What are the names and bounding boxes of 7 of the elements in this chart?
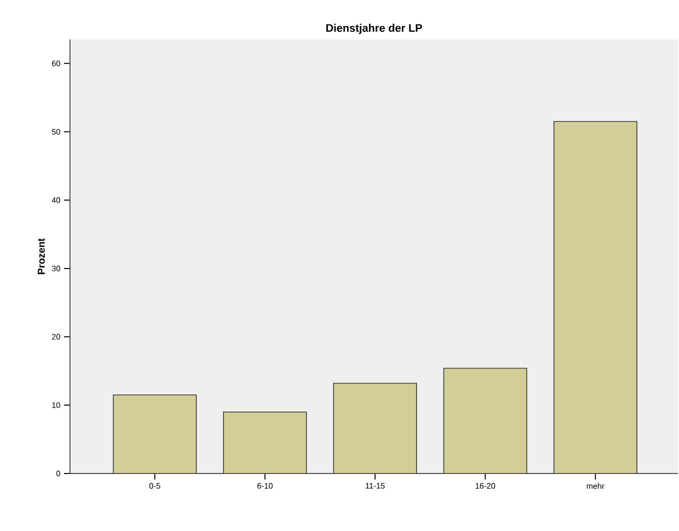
bar	[443, 368, 528, 474]
bar	[223, 412, 307, 474]
y-axis-title: Prozent	[38, 238, 45, 274]
bar	[333, 382, 418, 474]
bar	[553, 121, 638, 474]
chart-title: Dienstjahre der LP	[326, 24, 422, 34]
bar	[112, 394, 197, 474]
